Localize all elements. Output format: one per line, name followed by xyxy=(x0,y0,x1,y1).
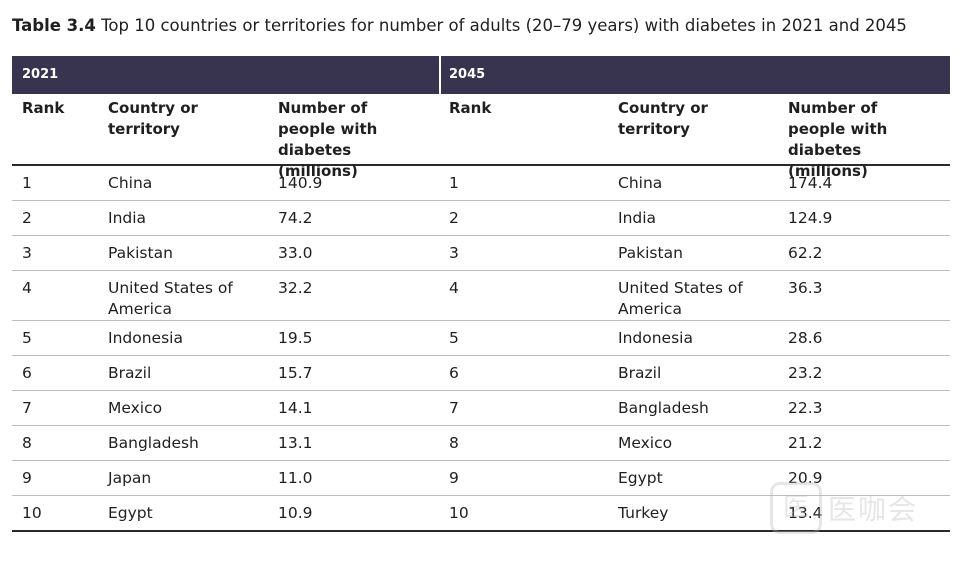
country-cell-2045: Indonesia xyxy=(618,329,693,347)
value-cell-2021: 33.0 xyxy=(278,244,313,262)
year-2045-label: 2045 xyxy=(449,67,486,82)
watermark-text: 医咖会 xyxy=(828,493,919,526)
country-cell-2045: India xyxy=(618,209,657,227)
watermark: 医 医咖会 xyxy=(770,478,945,538)
country-cell-2021: Pakistan xyxy=(108,244,173,262)
rank-cell-2045: 7 xyxy=(449,399,459,417)
table-body: 1 China 140.9 1 China 174.4 2 India 74.2 2 India 12… xyxy=(12,166,950,532)
table-row: 10 Egypt 10.9 10 Turkey 13.4 xyxy=(12,496,950,532)
country-cell-2045: Brazil xyxy=(618,364,662,382)
rank-header-2021: Rank xyxy=(22,99,65,117)
country-cell-2045: Mexico xyxy=(618,434,673,452)
value-cell-2045: 62.2 xyxy=(788,244,823,262)
number-header-2021: Number of people with diabetes (millions… xyxy=(278,99,378,180)
table-caption: Table 3.4 Top 10 countries or territorie… xyxy=(12,14,952,38)
table-row: 5 Indonesia 19.5 5 Indonesia 28.6 xyxy=(12,321,950,356)
country-cell-2045: Turkey xyxy=(618,504,669,522)
value-cell-2021: 32.2 xyxy=(278,279,313,297)
watermark-logo-icon: 医 xyxy=(770,482,822,534)
rank-cell-2021: 2 xyxy=(22,209,32,227)
diabetes-table: 2021 2045 Rank Country or territory Numb… xyxy=(12,56,950,532)
rank-cell-2045: 4 xyxy=(449,279,459,297)
column-header-row: Rank Country or territory Number of peop… xyxy=(12,94,950,180)
country-header-2045: Country or territory xyxy=(618,99,708,138)
value-cell-2021: 13.1 xyxy=(278,434,313,452)
country-cell-2021: Bangladesh xyxy=(108,434,199,452)
year-header-bar: 2021 2045 xyxy=(12,56,950,94)
rank-cell-2021: 6 xyxy=(22,364,32,382)
rank-cell-2045: 6 xyxy=(449,364,459,382)
country-cell-2045: China xyxy=(618,174,663,192)
country-cell-2045: Egypt xyxy=(618,469,663,487)
rank-header-2045: Rank xyxy=(449,99,492,117)
value-cell-2021: 11.0 xyxy=(278,469,313,487)
value-cell-2021: 140.9 xyxy=(278,174,323,192)
value-cell-2021: 74.2 xyxy=(278,209,313,227)
rank-cell-2045: 2 xyxy=(449,209,459,227)
rank-cell-2045: 5 xyxy=(449,329,459,347)
country-cell-2021: Egypt xyxy=(108,504,153,522)
value-cell-2045: 23.2 xyxy=(788,364,823,382)
value-cell-2045: 174.4 xyxy=(788,174,833,192)
table-row: 1 China 140.9 1 China 174.4 xyxy=(12,166,950,201)
rank-cell-2045: 9 xyxy=(449,469,459,487)
table-row: 8 Bangladesh 13.1 8 Mexico 21.2 xyxy=(12,426,950,461)
value-cell-2045: 124.9 xyxy=(788,209,833,227)
table-title: Top 10 countries or territories for numb… xyxy=(101,16,907,35)
rank-cell-2021: 10 xyxy=(22,504,42,522)
rank-cell-2045: 8 xyxy=(449,434,459,452)
value-cell-2021: 15.7 xyxy=(278,364,313,382)
value-cell-2045: 13.4 xyxy=(788,504,823,522)
rank-cell-2045: 1 xyxy=(449,174,459,192)
country-header-2021: Country or territory xyxy=(108,99,198,138)
value-cell-2045: 36.3 xyxy=(788,279,823,297)
value-cell-2045: 28.6 xyxy=(788,329,823,347)
value-cell-2021: 14.1 xyxy=(278,399,313,417)
value-cell-2045: 21.2 xyxy=(788,434,823,452)
table-row: 3 Pakistan 33.0 3 Pakistan 62.2 xyxy=(12,236,950,271)
year-2021-label: 2021 xyxy=(22,67,59,82)
rank-cell-2021: 9 xyxy=(22,469,32,487)
value-cell-2021: 19.5 xyxy=(278,329,313,347)
country-cell-2021: Indonesia xyxy=(108,329,183,347)
number-header-2045: Number of people with diabetes (millions… xyxy=(788,99,888,180)
table-row: 7 Mexico 14.1 7 Bangladesh 22.3 xyxy=(12,391,950,426)
country-cell-2021: United States of America xyxy=(108,279,233,318)
country-cell-2021: China xyxy=(108,174,153,192)
rank-cell-2021: 8 xyxy=(22,434,32,452)
rank-cell-2021: 1 xyxy=(22,174,32,192)
country-cell-2021: India xyxy=(108,209,147,227)
rank-cell-2045: 10 xyxy=(449,504,469,522)
table-row: 9 Japan 11.0 9 Egypt 20.9 xyxy=(12,461,950,496)
table-row: 6 Brazil 15.7 6 Brazil 23.2 xyxy=(12,356,950,391)
country-cell-2021: Mexico xyxy=(108,399,163,417)
value-cell-2021: 10.9 xyxy=(278,504,313,522)
rank-cell-2021: 4 xyxy=(22,279,32,297)
country-cell-2045: Bangladesh xyxy=(618,399,709,417)
value-cell-2045: 22.3 xyxy=(788,399,823,417)
table-number: Table 3.4 xyxy=(12,16,96,35)
table-row: 4 United States of America 32.2 4 United Sta… xyxy=(12,271,950,321)
year-divider xyxy=(439,56,441,94)
rank-cell-2045: 3 xyxy=(449,244,459,262)
table-row: 2 India 74.2 2 India 124.9 xyxy=(12,201,950,236)
country-cell-2045: United States of America xyxy=(618,279,743,318)
country-cell-2045: Pakistan xyxy=(618,244,683,262)
rank-cell-2021: 3 xyxy=(22,244,32,262)
rank-cell-2021: 5 xyxy=(22,329,32,347)
country-cell-2021: Japan xyxy=(108,469,152,487)
country-cell-2021: Brazil xyxy=(108,364,152,382)
rank-cell-2021: 7 xyxy=(22,399,32,417)
